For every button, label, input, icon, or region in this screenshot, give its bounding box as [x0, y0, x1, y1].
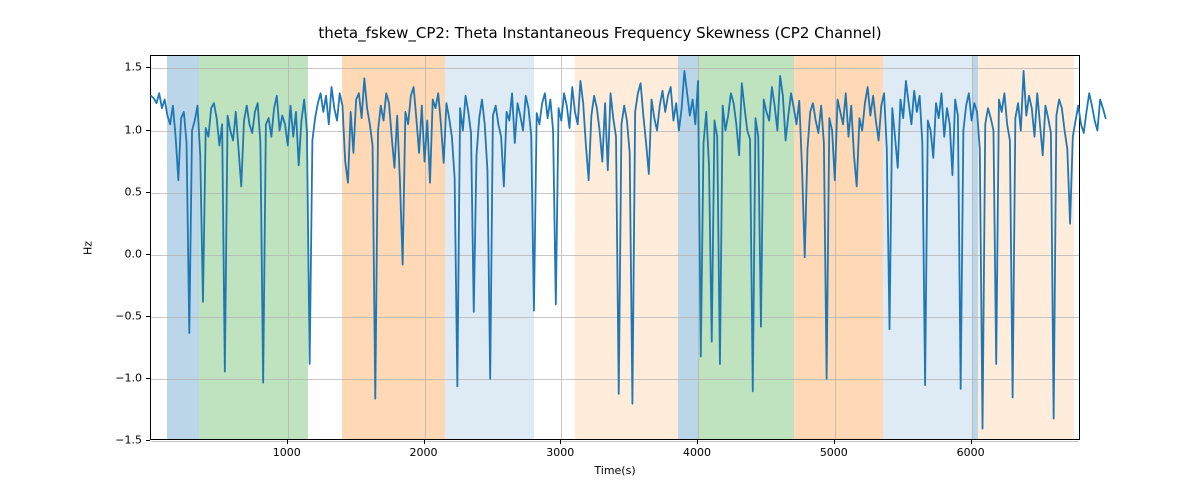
- x-tick-label: 5000: [820, 446, 848, 459]
- x-tick-mark: [834, 440, 835, 444]
- x-tick-label: 3000: [546, 446, 574, 459]
- y-tick-mark: [146, 130, 150, 131]
- x-tick-mark: [287, 440, 288, 444]
- y-tick-label: −1.0: [106, 371, 142, 384]
- x-tick-label: 6000: [957, 446, 985, 459]
- y-tick-label: −1.5: [106, 434, 142, 447]
- chart-title: theta_fskew_CP2: Theta Instantaneous Fre…: [0, 24, 1200, 42]
- x-tick-label: 2000: [410, 446, 438, 459]
- y-tick-label: 0.5: [106, 185, 142, 198]
- y-tick-mark: [146, 378, 150, 379]
- x-tick-mark: [424, 440, 425, 444]
- x-tick-mark: [697, 440, 698, 444]
- y-axis-label: Hz: [82, 240, 95, 254]
- y-tick-label: 1.0: [106, 123, 142, 136]
- figure: theta_fskew_CP2: Theta Instantaneous Fre…: [0, 0, 1200, 500]
- y-tick-label: 1.5: [106, 61, 142, 74]
- y-tick-mark: [146, 67, 150, 68]
- line-series: [151, 56, 1081, 441]
- y-tick-label: −0.5: [106, 309, 142, 322]
- x-tick-label: 1000: [273, 446, 301, 459]
- x-tick-label: 4000: [683, 446, 711, 459]
- y-tick-label: 0.0: [106, 247, 142, 260]
- x-tick-mark: [971, 440, 972, 444]
- axes-area: [150, 55, 1080, 440]
- y-tick-mark: [146, 316, 150, 317]
- x-tick-mark: [560, 440, 561, 444]
- y-tick-mark: [146, 440, 150, 441]
- grid-line-horizontal: [151, 441, 1079, 442]
- y-tick-mark: [146, 254, 150, 255]
- y-tick-mark: [146, 192, 150, 193]
- x-axis-label: Time(s): [594, 464, 635, 477]
